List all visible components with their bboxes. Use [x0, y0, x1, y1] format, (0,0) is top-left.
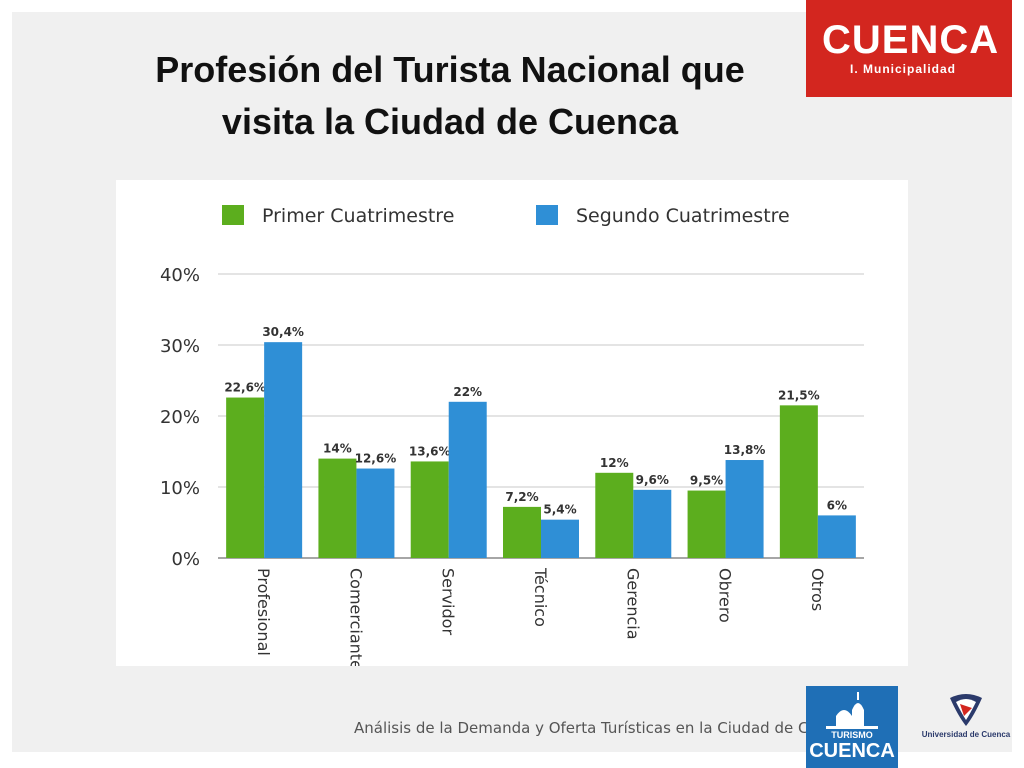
x-category-label: Servidor — [439, 568, 458, 635]
church-domes-icon — [826, 692, 878, 729]
bar-1-2 — [410, 461, 449, 558]
slide-title-line-1: Profesión del Turista Nacional que — [155, 49, 745, 90]
bar-2-1 — [356, 468, 395, 558]
bar-1-5 — [687, 490, 726, 558]
bar-1-0 — [226, 397, 265, 558]
cuenca-wordmark: CUENCA — [822, 18, 1000, 62]
slide-title: Profesión del Turista Nacional que visit… — [80, 44, 820, 148]
municipality-label: I. Municipalidad — [850, 62, 957, 76]
bar-2-5 — [725, 460, 764, 558]
bar-1-1 — [318, 458, 357, 558]
bar-2-3 — [541, 519, 579, 558]
university-emblem-icon — [950, 694, 982, 726]
data-label: 6% — [827, 498, 847, 512]
x-category-label: Otros — [808, 568, 827, 611]
data-label: 14% — [323, 442, 352, 456]
y-tick-label: 40% — [160, 265, 200, 286]
bar-1-3 — [503, 506, 541, 558]
x-category-label: Profesional — [254, 568, 273, 656]
data-label: 7,2% — [505, 490, 538, 504]
bar-2-2 — [448, 401, 487, 558]
bar-2-0 — [264, 342, 303, 558]
y-tick-label: 20% — [160, 407, 200, 428]
university-logo: Universidad de Cuenca — [920, 690, 1012, 750]
y-tick-label: 30% — [160, 336, 200, 357]
y-tick-label: 0% — [171, 549, 200, 570]
data-label: 22,6% — [224, 381, 266, 395]
turismo-label: TURISMO — [831, 730, 873, 740]
slide-title-line-2: visita la Ciudad de Cuenca — [221, 101, 679, 142]
x-category-label: Comerciante — [346, 568, 365, 666]
university-label: Universidad de Cuenca — [921, 730, 1011, 739]
y-tick-label: 10% — [160, 478, 200, 499]
legend-label-1: Primer Cuatrimestre — [262, 205, 454, 227]
x-category-label: Obrero — [716, 568, 735, 623]
data-label: 21,5% — [778, 388, 820, 402]
bar-2-6 — [817, 515, 856, 558]
bar-chart: Primer Cuatrimestre Segundo Cuatrimestre 0… — [160, 205, 864, 670]
data-label: 9,5% — [690, 474, 723, 488]
data-label: 9,6% — [636, 473, 669, 487]
data-label: 13,8% — [724, 443, 766, 457]
legend-swatch-2 — [536, 205, 558, 225]
turismo-cuenca-label: CUENCA — [809, 740, 895, 762]
data-label: 22% — [453, 385, 482, 399]
x-category-label: Gerencia — [623, 568, 642, 640]
turismo-cuenca-logo: TURISMO CUENCA — [806, 686, 898, 768]
data-label: 12% — [600, 456, 629, 470]
x-category-label: Técnico — [531, 567, 550, 627]
legend-swatch-1 — [222, 205, 244, 225]
data-label: 5,4% — [543, 503, 576, 517]
bar-2-4 — [633, 489, 672, 558]
legend-label-2: Segundo Cuatrimestre — [576, 205, 790, 227]
bar-1-4 — [595, 472, 634, 558]
chart-panel: Primer Cuatrimestre Segundo Cuatrimestre 0… — [116, 180, 908, 670]
bar-1-6 — [779, 405, 818, 558]
municipality-logo: CUENCA I. Municipalidad — [806, 0, 1012, 97]
footer-caption: Análisis de la Demanda y Oferta Turístic… — [354, 719, 855, 737]
data-label: 13,6% — [409, 444, 451, 458]
data-label: 30,4% — [262, 325, 304, 339]
data-label: 12,6% — [355, 452, 397, 466]
